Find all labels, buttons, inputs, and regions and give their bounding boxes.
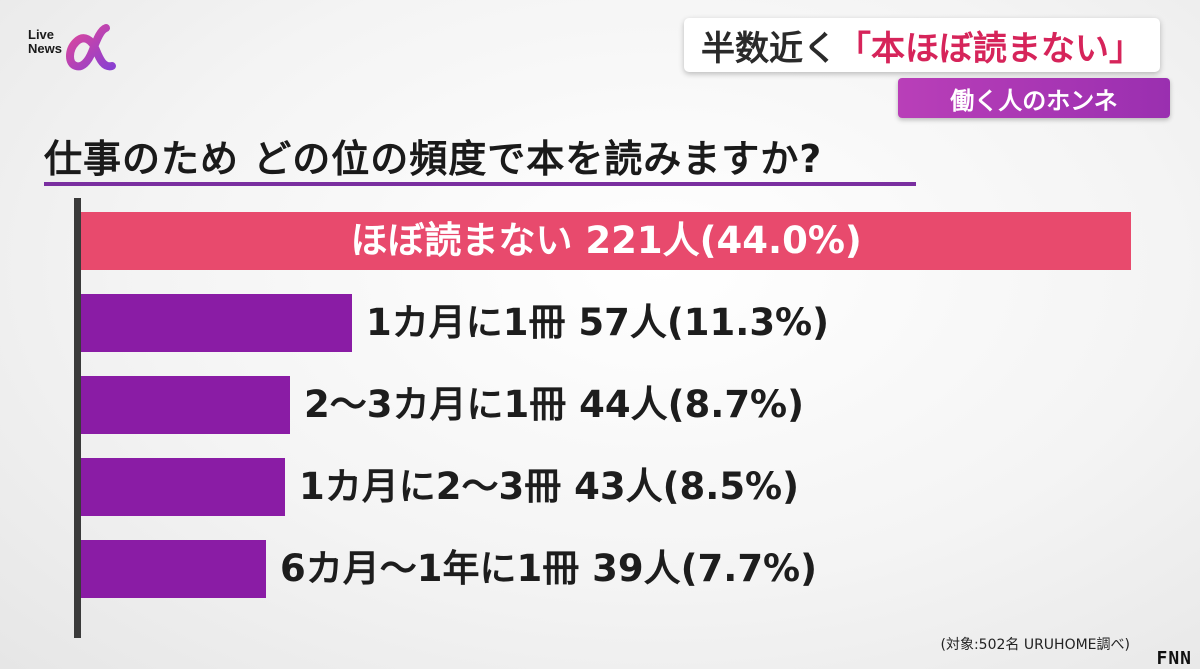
headline-banner: 半数近く 「本ほぼ読まない」 [684,18,1160,72]
bar-0 [81,212,1131,270]
network-corner-mark: FNN [1156,648,1192,669]
bar-3 [81,458,285,516]
chart-axis-line [74,198,81,638]
bar-4 [81,540,266,598]
subtag-banner: 働く人のホンネ [898,78,1170,118]
alpha-logo-icon [66,24,116,71]
bar-2 [81,376,290,434]
source-note: (対象:502名 URUHOME調べ) [940,637,1130,653]
live-news-logo: Live News [26,14,126,78]
title-underline [44,182,916,186]
bar-label-4: 6カ月〜1年に1冊 39人(7.7%) [280,547,818,590]
chart-title: 仕事のため どの位の頻度で本を読みますか? [44,137,823,181]
headline-prefix: 半数近く [701,28,837,69]
bar-1 [81,294,352,352]
headline-highlight: 「本ほぼ読まない」 [837,28,1143,69]
bar-label-0: ほぼ読まない 221人(44.0%) [350,219,862,262]
bar-label-1: 1カ月に1冊 57人(11.3%) [366,301,830,344]
bar-label-2: 2〜3カ月に1冊 44人(8.7%) [304,383,805,426]
logo-text: Live News [28,27,62,56]
bar-label-3: 1カ月に2〜3冊 43人(8.5%) [299,465,800,508]
